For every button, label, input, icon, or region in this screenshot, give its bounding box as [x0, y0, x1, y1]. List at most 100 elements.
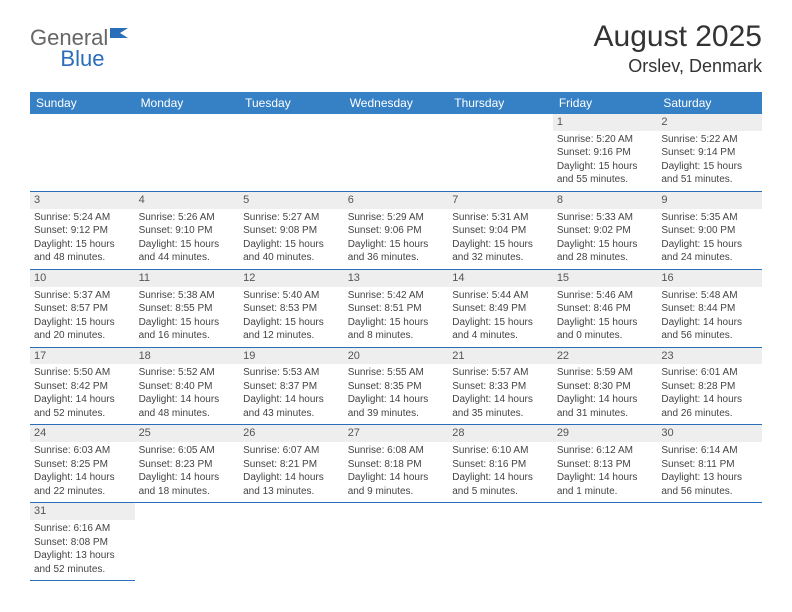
calendar-cell-20: 20Sunrise: 5:55 AMSunset: 8:35 PMDayligh…	[344, 347, 449, 425]
sunrise: Sunrise: 5:59 AM	[557, 366, 654, 380]
calendar-cell-empty	[344, 503, 449, 581]
sunset: Sunset: 8:23 PM	[139, 458, 236, 472]
daylight: Daylight: 14 hours and 48 minutes.	[139, 393, 236, 420]
sunrise: Sunrise: 5:22 AM	[661, 133, 758, 147]
day-number: 18	[135, 348, 240, 365]
sunrise: Sunrise: 5:46 AM	[557, 289, 654, 303]
weekday-monday: Monday	[135, 92, 240, 114]
day-number: 20	[344, 348, 449, 365]
sunrise: Sunrise: 6:12 AM	[557, 444, 654, 458]
sunrise: Sunrise: 6:16 AM	[34, 522, 131, 536]
daylight: Daylight: 15 hours and 12 minutes.	[243, 316, 340, 343]
sunset: Sunset: 8:08 PM	[34, 536, 131, 550]
calendar-cell-24: 24 Sunrise: 6:03 AMSunset: 8:25 PMDayligh…	[30, 425, 135, 503]
calendar-cell-empty	[448, 503, 553, 581]
logo-text-blue-wrap: General Blue	[30, 46, 158, 72]
sunrise: Sunrise: 5:57 AM	[452, 366, 549, 380]
calendar-cell-empty	[239, 503, 344, 581]
calendar-cell-11: 11Sunrise: 5:38 AMSunset: 8:55 PMDayligh…	[135, 269, 240, 347]
calendar-cell-2: 2Sunrise: 5:22 AMSunset: 9:14 PMDaylight…	[657, 114, 762, 191]
sunset: Sunset: 8:40 PM	[139, 380, 236, 394]
sunset: Sunset: 8:13 PM	[557, 458, 654, 472]
weekday-sunday: Sunday	[30, 92, 135, 114]
sunrise: Sunrise: 6:10 AM	[452, 444, 549, 458]
sunset: Sunset: 8:21 PM	[243, 458, 340, 472]
day-number: 21	[448, 348, 553, 365]
calendar-row: 3Sunrise: 5:24 AMSunset: 9:12 PMDaylight…	[30, 191, 762, 269]
sunrise: Sunrise: 6:05 AM	[139, 444, 236, 458]
daylight: Daylight: 14 hours and 1 minute.	[557, 471, 654, 498]
sunrise: Sunrise: 6:03 AM	[34, 444, 131, 458]
daylight: Daylight: 15 hours and 48 minutes.	[34, 238, 131, 265]
sunrise: Sunrise: 5:40 AM	[243, 289, 340, 303]
calendar-cell-22: 22Sunrise: 5:59 AMSunset: 8:30 PMDayligh…	[553, 347, 658, 425]
day-number: 9	[657, 192, 762, 209]
logo-text-blue: Blue	[60, 46, 104, 71]
weekday-wednesday: Wednesday	[344, 92, 449, 114]
sunrise: Sunrise: 6:08 AM	[348, 444, 445, 458]
daylight: Daylight: 14 hours and 26 minutes.	[661, 393, 758, 420]
daylight: Daylight: 15 hours and 51 minutes.	[661, 160, 758, 187]
calendar-cell-empty	[135, 114, 240, 191]
calendar-cell-6: 6Sunrise: 5:29 AMSunset: 9:06 PMDaylight…	[344, 191, 449, 269]
sunrise: Sunrise: 6:14 AM	[661, 444, 758, 458]
day-number: 23	[657, 348, 762, 365]
daylight: Daylight: 15 hours and 16 minutes.	[139, 316, 236, 343]
day-number: 7	[448, 192, 553, 209]
calendar-cell-empty	[135, 503, 240, 581]
sunrise: Sunrise: 5:33 AM	[557, 211, 654, 225]
sunset: Sunset: 8:49 PM	[452, 302, 549, 316]
sunrise: Sunrise: 5:55 AM	[348, 366, 445, 380]
sunset: Sunset: 8:46 PM	[557, 302, 654, 316]
day-number: 5	[239, 192, 344, 209]
day-number: 25	[135, 425, 240, 442]
sunset: Sunset: 9:04 PM	[452, 224, 549, 238]
daylight: Daylight: 14 hours and 52 minutes.	[34, 393, 131, 420]
day-number: 16	[657, 270, 762, 287]
sunrise: Sunrise: 5:31 AM	[452, 211, 549, 225]
sunset: Sunset: 9:08 PM	[243, 224, 340, 238]
sunset: Sunset: 8:33 PM	[452, 380, 549, 394]
calendar-cell-13: 13Sunrise: 5:42 AMSunset: 8:51 PMDayligh…	[344, 269, 449, 347]
sunrise: Sunrise: 5:48 AM	[661, 289, 758, 303]
calendar-row: 17Sunrise: 5:50 AMSunset: 8:42 PMDayligh…	[30, 347, 762, 425]
day-number: 30	[657, 425, 762, 442]
daylight: Daylight: 14 hours and 43 minutes.	[243, 393, 340, 420]
sunset: Sunset: 8:16 PM	[452, 458, 549, 472]
calendar-table: SundayMondayTuesdayWednesdayThursdayFrid…	[30, 92, 762, 581]
day-number: 12	[239, 270, 344, 287]
sunset: Sunset: 8:28 PM	[661, 380, 758, 394]
sunrise: Sunrise: 5:20 AM	[557, 133, 654, 147]
sunrise: Sunrise: 5:53 AM	[243, 366, 340, 380]
calendar-cell-25: 25 Sunrise: 6:05 AMSunset: 8:23 PMDayligh…	[135, 425, 240, 503]
daylight: Daylight: 14 hours and 56 minutes.	[661, 316, 758, 343]
sunset: Sunset: 8:35 PM	[348, 380, 445, 394]
day-number: 24	[30, 425, 135, 442]
calendar-cell-17: 17Sunrise: 5:50 AMSunset: 8:42 PMDayligh…	[30, 347, 135, 425]
daylight: Daylight: 14 hours and 5 minutes.	[452, 471, 549, 498]
sunset: Sunset: 9:16 PM	[557, 146, 654, 160]
sunrise: Sunrise: 5:37 AM	[34, 289, 131, 303]
sunset: Sunset: 9:06 PM	[348, 224, 445, 238]
sunset: Sunset: 8:25 PM	[34, 458, 131, 472]
day-number: 14	[448, 270, 553, 287]
daylight: Daylight: 15 hours and 40 minutes.	[243, 238, 340, 265]
calendar-cell-14: 14Sunrise: 5:44 AMSunset: 8:49 PMDayligh…	[448, 269, 553, 347]
calendar-cell-15: 15Sunrise: 5:46 AMSunset: 8:46 PMDayligh…	[553, 269, 658, 347]
calendar-cell-23: 23Sunrise: 6:01 AMSunset: 8:28 PMDayligh…	[657, 347, 762, 425]
daylight: Daylight: 13 hours and 56 minutes.	[661, 471, 758, 498]
daylight: Daylight: 14 hours and 18 minutes.	[139, 471, 236, 498]
calendar-row: 31Sunrise: 6:16 AMSunset: 8:08 PMDayligh…	[30, 503, 762, 581]
header: General August 2025 Orslev, Denmark	[0, 0, 792, 87]
daylight: Daylight: 14 hours and 13 minutes.	[243, 471, 340, 498]
day-number: 15	[553, 270, 658, 287]
daylight: Daylight: 14 hours and 22 minutes.	[34, 471, 131, 498]
sunrise: Sunrise: 5:29 AM	[348, 211, 445, 225]
calendar-cell-4: 4Sunrise: 5:26 AMSunset: 9:10 PMDaylight…	[135, 191, 240, 269]
logo-flag-icon	[110, 20, 132, 46]
calendar-cell-1: 1Sunrise: 5:20 AMSunset: 9:16 PMDaylight…	[553, 114, 658, 191]
daylight: Daylight: 15 hours and 44 minutes.	[139, 238, 236, 265]
sunrise: Sunrise: 5:26 AM	[139, 211, 236, 225]
calendar-cell-28: 28Sunrise: 6:10 AMSunset: 8:16 PMDayligh…	[448, 425, 553, 503]
daylight: Daylight: 15 hours and 55 minutes.	[557, 160, 654, 187]
